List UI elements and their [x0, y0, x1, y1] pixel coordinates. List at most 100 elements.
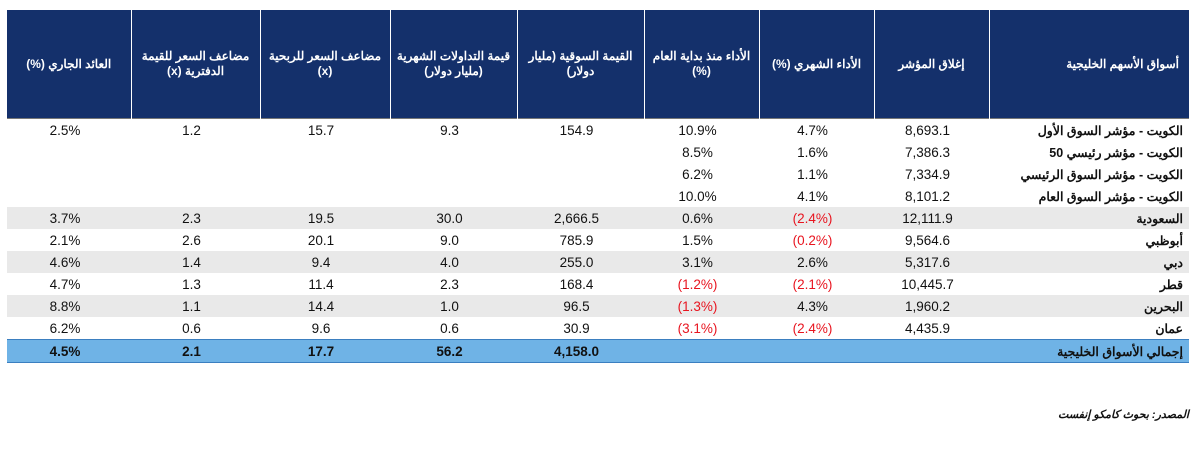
index-close-cell: 5,317.6: [874, 251, 989, 273]
monthly-turnover-cell: [390, 185, 517, 207]
header-ytd-performance: الأداء منذ بداية العام (%): [643, 10, 759, 119]
table-row: الكويت - مؤشر رئيسي 50 7,386.3 1.6% 8.5%: [7, 141, 1189, 163]
market-cap-cell: 2,666.5: [517, 207, 644, 229]
pe-ratio-cell: 9.6: [311, 320, 331, 336]
market-cap-cell: [517, 163, 644, 185]
monthly-turnover-cell: 9.0: [440, 232, 459, 248]
market-cap-cell: 785.9: [559, 232, 594, 248]
ytd-performance-cell: (1.2%): [677, 276, 718, 292]
total-pb-ratio-cell: 2.1: [131, 339, 260, 363]
header-market-cap: القيمة السوقية (مليار دولار): [516, 10, 644, 119]
pe-ratio-cell: 9.4: [260, 251, 390, 273]
pb-ratio-cell: 2.6: [182, 232, 201, 248]
pb-ratio-cell: 0.6: [182, 320, 201, 336]
monthly-turnover-cell: 30.0: [390, 207, 517, 229]
market-cap-cell: 168.4: [559, 276, 594, 292]
monthly-turnover-cell: [390, 141, 517, 163]
header-dividend-yield: العائد الجاري (%): [7, 10, 131, 119]
total-monthly-turnover-cell: 56.2: [390, 339, 517, 363]
total-dividend-yield-cell: 4.5%: [7, 339, 131, 363]
header-monthly-performance: الأداء الشهري (%): [758, 10, 874, 119]
market-name-cell: دبي: [989, 251, 1189, 273]
index-close-cell: 7,386.3: [904, 144, 951, 160]
header-market: أسواق الأسهم الخليجية: [988, 10, 1189, 119]
market-cap-cell: [517, 141, 644, 163]
pb-ratio-cell: 1.4: [131, 251, 260, 273]
monthly-performance-cell: 1.1%: [797, 166, 828, 182]
pb-ratio-cell: [131, 163, 260, 185]
dividend-yield-cell: 3.7%: [7, 207, 131, 229]
total-row: إجمالي الأسواق الخليجية 4,158.0 56.2 17.7 2.…: [7, 339, 1189, 363]
total-index-close-cell: [874, 339, 989, 363]
index-close-cell: 12,111.9: [874, 207, 989, 229]
market-cap-cell: 96.5: [517, 295, 644, 317]
ytd-performance-cell: 8.5%: [682, 144, 713, 160]
pe-ratio-cell: [260, 163, 390, 185]
total-market-cap-cell: 4,158.0: [517, 339, 644, 363]
header-row: أسواق الأسهم الخليجية إغلاق المؤشر الأدا…: [7, 10, 1189, 119]
market-name-cell: قطر: [1159, 277, 1183, 292]
index-close-cell: 8,101.2: [904, 188, 951, 204]
table-row: البحرين 1,960.2 4.3% (1.3%) 96.5 1.0 14.4 1.1 8.…: [7, 295, 1189, 317]
table-row: الكويت - مؤشر السوق العام 8,101.2 4.1% 10.0…: [7, 185, 1189, 207]
ytd-performance-cell: (1.3%): [644, 295, 759, 317]
table-row: دبي 5,317.6 2.6% 3.1% 255.0 4.0 9.4 1.4 4.6%: [7, 251, 1189, 273]
header-index-close: إغلاق المؤشر: [873, 10, 989, 119]
dividend-yield-cell: 2.5%: [7, 118, 131, 141]
total-pe-ratio-cell: 17.7: [260, 339, 390, 363]
pe-ratio-cell: 14.4: [260, 295, 390, 317]
table-row: الكويت - مؤشر السوق الأول 8,693.1 4.7% 10.9…: [7, 118, 1189, 141]
monthly-performance-cell: (2.1%): [792, 276, 833, 292]
ytd-performance-cell: 6.2%: [682, 166, 713, 182]
market-cap-cell: [517, 185, 644, 207]
pb-ratio-cell: 1.3: [182, 276, 201, 292]
market-name-cell: عمان: [1155, 321, 1183, 336]
header-pb-ratio: مضاعف السعر للقيمة الدفترية (x): [130, 10, 260, 119]
market-name-cell: الكويت - مؤشر السوق العام: [1038, 189, 1183, 204]
dividend-yield-cell: [7, 163, 131, 185]
monthly-performance-cell: 4.1%: [797, 188, 828, 204]
header-monthly-turnover: قيمة التداولات الشهرية (مليار دولار): [389, 10, 517, 119]
pb-ratio-cell: [131, 141, 260, 163]
total-market-name-cell: إجمالي الأسواق الخليجية: [989, 339, 1189, 363]
ytd-performance-cell: 10.9%: [644, 118, 759, 141]
ytd-performance-cell: 0.6%: [644, 207, 759, 229]
index-close-cell: 1,960.2: [874, 295, 989, 317]
monthly-performance-cell: 4.3%: [759, 295, 874, 317]
pe-ratio-cell: 15.7: [260, 118, 390, 141]
pe-ratio-cell: 20.1: [307, 232, 335, 248]
pb-ratio-cell: 1.1: [131, 295, 260, 317]
dividend-yield-cell: 2.1%: [49, 232, 81, 248]
monthly-turnover-cell: 2.3: [440, 276, 459, 292]
index-close-cell: 9,564.6: [904, 232, 951, 248]
monthly-performance-cell: 2.6%: [759, 251, 874, 273]
ytd-performance-cell: 1.5%: [682, 232, 713, 248]
market-name-cell: الكويت - مؤشر السوق الأول: [989, 118, 1189, 141]
market-cap-cell: 30.9: [563, 320, 590, 336]
monthly-performance-cell: 1.6%: [797, 144, 828, 160]
market-cap-cell: 255.0: [517, 251, 644, 273]
monthly-turnover-cell: 4.0: [390, 251, 517, 273]
dividend-yield-cell: [7, 185, 131, 207]
monthly-turnover-cell: 1.0: [390, 295, 517, 317]
table-body: الكويت - مؤشر السوق الأول 8,693.1 4.7% 10.9…: [7, 118, 1189, 363]
monthly-performance-cell: (0.2%): [792, 232, 833, 248]
market-name-cell: الكويت - مؤشر رئيسي 50: [1049, 145, 1183, 160]
monthly-turnover-cell: [390, 163, 517, 185]
dividend-yield-cell: 6.2%: [49, 320, 81, 336]
ytd-performance-cell: 3.1%: [644, 251, 759, 273]
dividend-yield-cell: 4.6%: [7, 251, 131, 273]
market-cap-cell: 154.9: [517, 118, 644, 141]
monthly-performance-cell: (2.4%): [792, 320, 833, 336]
table-row: عمان 4,435.9 (2.4%) (3.1%) 30.9 0.6 9.6 0.6 6.2%: [7, 317, 1189, 340]
ytd-performance-cell: 10.0%: [678, 188, 717, 204]
market-name-cell: السعودية: [989, 207, 1189, 229]
dividend-yield-cell: 4.7%: [49, 276, 81, 292]
dividend-yield-cell: 8.8%: [7, 295, 131, 317]
index-close-cell: 8,693.1: [874, 118, 989, 141]
monthly-turnover-cell: 9.3: [390, 118, 517, 141]
ytd-performance-cell: (3.1%): [677, 320, 718, 336]
pe-ratio-cell: 11.4: [308, 276, 334, 292]
table-row: السعودية 12,111.9 (2.4%) 0.6% 2,666.5 30.0 19.…: [7, 207, 1189, 229]
source-note: المصدر: بحوث كامكو إنفست: [1058, 409, 1189, 421]
